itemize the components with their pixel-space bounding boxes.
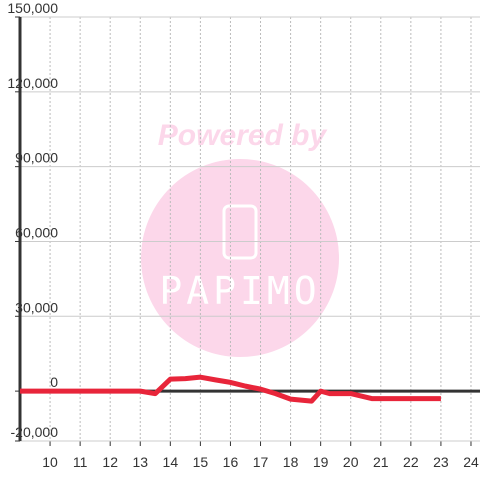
y-tick-label: 60,000: [15, 224, 58, 240]
watermark-brand: PAPIMO: [159, 269, 320, 313]
x-tick-label: 19: [313, 454, 329, 470]
x-tick-label: 21: [373, 454, 389, 470]
y-tick-label: 30,000: [15, 299, 58, 315]
x-tick-label: 17: [253, 454, 269, 470]
x-tick-label: 16: [223, 454, 239, 470]
x-tick-label: 23: [433, 454, 449, 470]
watermark-icon: [222, 204, 258, 260]
x-tick-label: 22: [403, 454, 419, 470]
x-tick-label: 11: [73, 454, 88, 470]
x-tick-label: 24: [463, 454, 479, 470]
x-tick-label: 13: [132, 454, 148, 470]
y-tick-label: 90,000: [15, 150, 58, 166]
x-tick-label: 18: [283, 454, 299, 470]
y-tick-label: 120,000: [7, 75, 58, 91]
x-tick-label: 20: [343, 454, 359, 470]
x-tick-label: 15: [193, 454, 209, 470]
series-line: [20, 374, 441, 404]
y-tick-label: 150,000: [7, 0, 58, 16]
y-tick-label: -20,000: [11, 424, 59, 440]
x-tick-label: 12: [102, 454, 118, 470]
y-tick-label: 0: [50, 374, 58, 390]
x-tick-label: 14: [163, 454, 179, 470]
watermark-caption: Powered by: [158, 119, 328, 152]
x-tick-label: 10: [42, 454, 58, 470]
